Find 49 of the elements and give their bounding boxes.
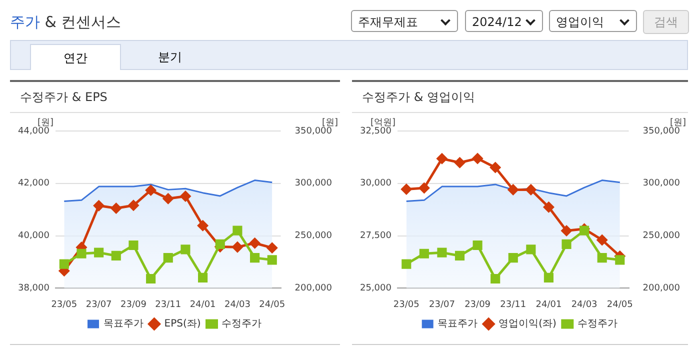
y-tick-label: 27,500 (360, 231, 392, 242)
text: 영업이익 (549, 10, 637, 32)
y-tick-label: 25,000 (360, 284, 392, 294)
legend-label: 수정주가 (577, 318, 618, 330)
x-tick-label: 24/01 (190, 300, 216, 310)
x-tick-label: 23/07 (429, 300, 455, 310)
y2-tick-label: 250,000 (294, 231, 332, 242)
x-tick-label: 23/07 (86, 300, 112, 310)
y2-tick-label: 250,000 (642, 231, 680, 242)
x-tick-label: 24/01 (536, 300, 562, 310)
text: 주재무제표 (351, 10, 458, 32)
legend-label: 영업이익(좌) (498, 318, 556, 330)
x-tick-label: 23/09 (120, 300, 147, 310)
y-tick-label: 40,000 (18, 231, 50, 242)
text: 주가 & 컨센서스 (10, 13, 122, 31)
y-tick-label: 38,000 (18, 284, 50, 294)
x-tick-label: 23/05 (51, 300, 78, 310)
y2-tick-label: 200,000 (294, 284, 332, 294)
x-tick-label: 24/05 (606, 300, 633, 310)
y2-tick-label: 350,000 (294, 126, 332, 136)
y2-tick-label: 350,000 (642, 126, 680, 136)
x-tick-label: 24/03 (224, 300, 250, 310)
y2-axis-title: [원] (322, 118, 338, 128)
y-tick-label: 32,500 (360, 126, 392, 136)
legend-label: 목표주가 (103, 318, 144, 330)
y2-axis-title: [원] (670, 118, 686, 128)
x-tick-label: 23/11 (500, 300, 526, 310)
text: 분기 (157, 49, 183, 66)
y-tick-label: 30,000 (360, 178, 392, 189)
y-axis-title: [억원] (370, 118, 396, 128)
x-tick-label: 23/05 (393, 300, 420, 310)
x-tick-label: 24/05 (259, 300, 286, 310)
y-tick-label: 44,000 (18, 126, 50, 136)
text: 2024/12 (465, 10, 543, 32)
y2-tick-label: 200,000 (642, 284, 680, 294)
y-tick-label: 42,000 (18, 178, 50, 189)
x-tick-label: 23/11 (155, 300, 182, 310)
chart-title: 수정주가 & 영업이익 (352, 82, 688, 113)
y2-tick-label: 300,000 (294, 178, 332, 189)
legend-label: 수정주가 (222, 318, 262, 330)
text: 검색 (643, 10, 689, 34)
legend-label: 목표주가 (438, 318, 478, 330)
legend-label: EPS(좌) (164, 318, 201, 330)
x-tick-label: 23/09 (464, 300, 491, 310)
y2-tick-label: 300,000 (642, 178, 680, 189)
y-axis-title: [원] (37, 118, 54, 128)
chart-title: 수정주가 & EPS (10, 82, 340, 113)
x-tick-label: 24/03 (571, 300, 598, 310)
text: 연간 (30, 44, 121, 70)
